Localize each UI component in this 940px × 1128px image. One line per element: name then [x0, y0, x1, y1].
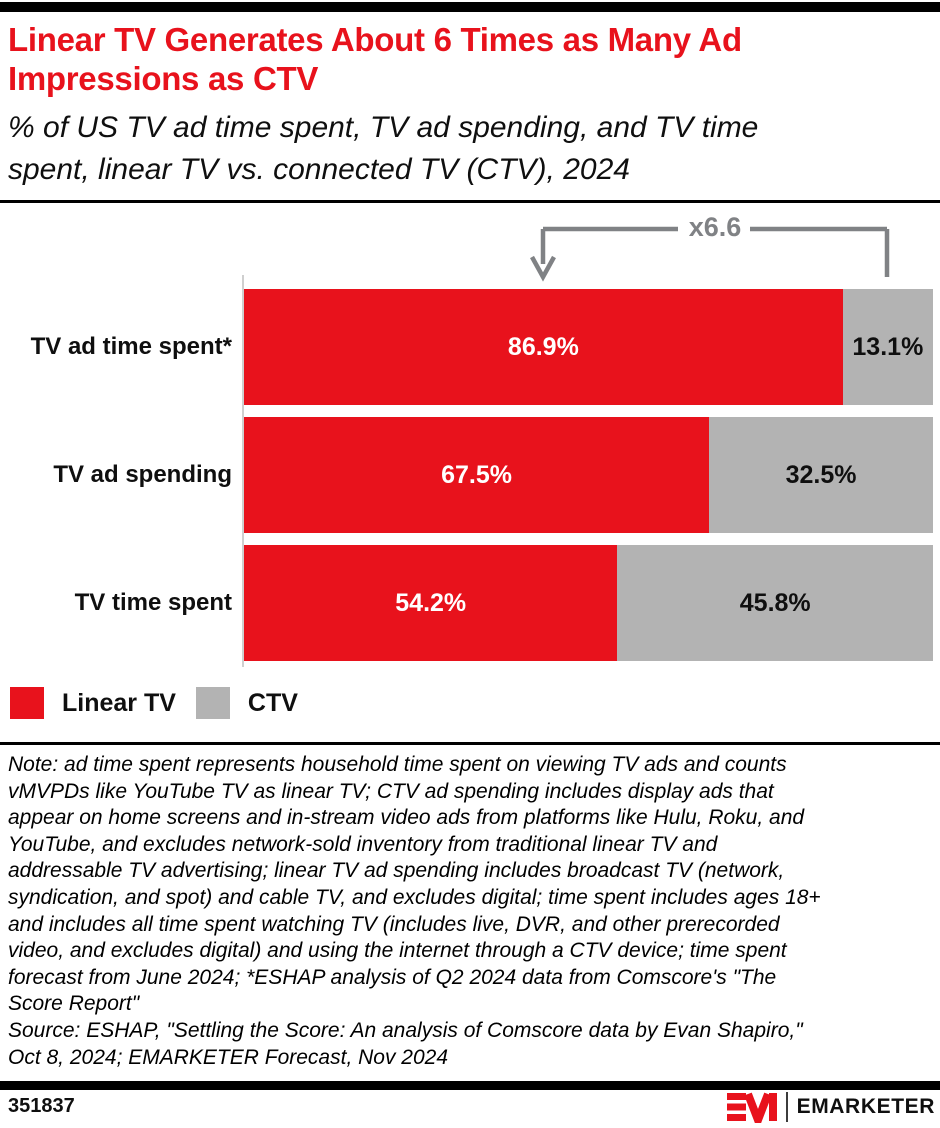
brand-logo: EMARKETER: [726, 1090, 935, 1124]
note-text: Note: ad time spent represents household…: [8, 753, 821, 1016]
bar-track: 54.2% 45.8%: [244, 545, 933, 661]
bar-value-label: 45.8%: [739, 588, 811, 617]
header-divider: [0, 200, 940, 203]
multiplier-label: x6.6: [688, 212, 742, 242]
bar-segment-linear-tv: 67.5%: [244, 417, 710, 533]
top-border-bar: [0, 2, 940, 12]
bar-segment-ctv: 32.5%: [709, 417, 933, 533]
category-label: TV ad spending: [53, 461, 232, 488]
footnotes: Note: ad time spent represents household…: [8, 752, 932, 1071]
multiplier-bracket-icon: [530, 226, 890, 282]
brand-name: EMARKETER: [796, 1095, 935, 1118]
category-label: TV time spent: [74, 589, 232, 616]
bar-chart: TV ad time spent* 86.9% 13.1% TV ad spendin…: [0, 289, 933, 661]
legend-swatch-ctv: [195, 687, 230, 719]
logo-m-bar: [768, 1093, 777, 1121]
bar-value-label: 67.5%: [441, 460, 512, 489]
bar-value-label: 86.9%: [507, 332, 579, 361]
logo-divider: [785, 1092, 788, 1122]
logo-e-bar: [726, 1114, 746, 1121]
bar-track: 67.5% 32.5%: [244, 417, 933, 533]
bottom-border-bar: [0, 1081, 940, 1090]
bar-row: TV ad spending 67.5% 32.5%: [0, 417, 933, 533]
category-label: TV ad time spent*: [30, 333, 232, 360]
legend-swatch-linear-tv: [10, 687, 44, 719]
chart-title: Linear TV Generates About 6 Times as Man…: [8, 21, 742, 97]
legend-label-ctv: CTV: [247, 688, 298, 717]
logo-m-stroke: [743, 1092, 772, 1123]
bar-value-label: 54.2%: [395, 588, 467, 617]
bar-track: 86.9% 13.1%: [244, 289, 933, 405]
note-divider: [0, 742, 940, 745]
bar-row: TV ad time spent* 86.9% 13.1%: [0, 289, 933, 405]
chart-id: 351837: [8, 1095, 75, 1117]
logo-e-bar: [726, 1093, 746, 1100]
emarketer-em-icon: [726, 1092, 777, 1123]
bar-segment-ctv: 45.8%: [617, 545, 933, 661]
chart-subtitle: % of US TV ad time spent, TV ad spending…: [8, 111, 759, 186]
source-text: Source: ESHAP, "Settling the Score: An a…: [8, 1018, 803, 1069]
logo-e-bar: [726, 1103, 746, 1111]
bar-segment-ctv: 13.1%: [842, 289, 933, 405]
y-axis-line: [242, 275, 244, 667]
bar-row: TV time spent 54.2% 45.8%: [0, 545, 933, 661]
down-arrow-icon: [530, 255, 556, 282]
legend: Linear TV CTV: [10, 687, 298, 719]
bar-segment-linear-tv: 86.9%: [244, 289, 843, 405]
bar-segment-linear-tv: 54.2%: [244, 545, 618, 661]
bar-value-label: 32.5%: [785, 460, 857, 489]
bar-value-label: 13.1%: [852, 332, 924, 361]
legend-label-linear-tv: Linear TV: [62, 688, 176, 717]
